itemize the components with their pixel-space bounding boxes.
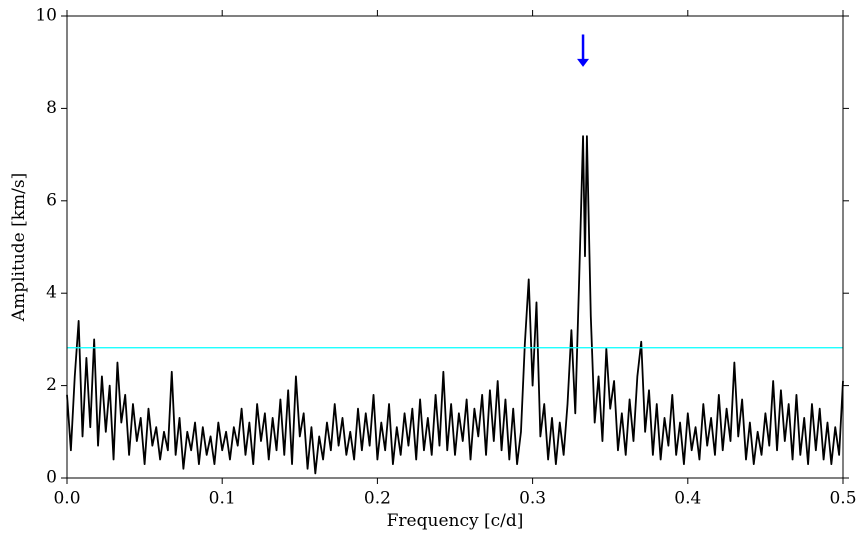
plot-frame (66, 15, 844, 479)
y-tick-label: 8 (46, 98, 57, 118)
y-tick-label: 6 (46, 190, 57, 210)
arrow-head (577, 58, 590, 67)
amplitude-line (66, 135, 844, 475)
x-tick-label: 0.2 (364, 489, 391, 509)
x-tick-label: 0.3 (519, 489, 546, 509)
x-tick-label: 0.1 (209, 489, 236, 509)
y-axis-label: Amplitude [km/s] (9, 173, 29, 322)
y-tick-label: 4 (46, 283, 57, 303)
x-tick-label: 0.4 (674, 489, 701, 509)
x-axis-label: Frequency [c/d] (387, 511, 524, 531)
y-tick-label: 0 (46, 468, 57, 488)
x-tick-label: 0.0 (53, 489, 80, 509)
y-tick-label: 10 (35, 6, 57, 26)
y-tick-label: 2 (46, 375, 57, 395)
x-tick-label: 0.5 (829, 489, 856, 509)
